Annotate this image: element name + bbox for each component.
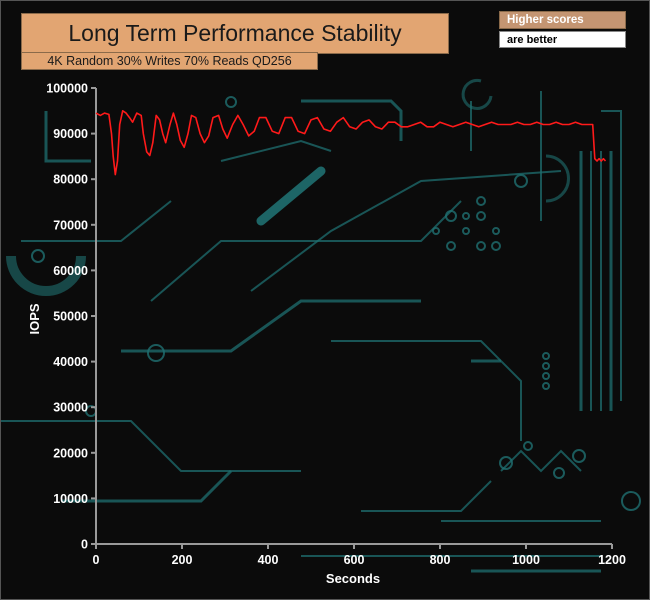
circuit-node — [499, 456, 513, 470]
circuit-trace — [61, 469, 233, 503]
y-tick-label: 50000 — [53, 310, 88, 324]
circuit-trace — [500, 449, 582, 473]
circuit-trace — [250, 170, 562, 292]
circuit-node — [462, 227, 470, 235]
axes — [95, 88, 612, 545]
circuit-node — [446, 241, 456, 251]
x-tick-label: 400 — [258, 553, 279, 567]
circuit-node — [147, 344, 165, 362]
circuit-trace — [361, 480, 492, 512]
circuit-node — [621, 491, 641, 511]
circuit-node — [492, 227, 500, 235]
higher-scores-note: Higher scores — [499, 11, 626, 29]
chart-subtitle: 4K Random 30% Writes 70% Reads QD256 — [21, 52, 318, 70]
circuit-node — [523, 441, 533, 451]
x-axis-ticks: 0 200 400 600 800 1000 1200 — [93, 544, 626, 567]
circuit-trace — [256, 166, 326, 226]
circuit-node — [514, 174, 528, 188]
x-axis-label: Seconds — [326, 571, 380, 586]
circuit-trace — [21, 200, 172, 242]
circuit-trace — [44, 111, 91, 163]
circuit-node — [31, 249, 45, 263]
x-tick-label: 600 — [344, 553, 365, 567]
circuit-trace — [220, 139, 332, 162]
circuit-node — [542, 362, 550, 370]
series-layer — [95, 110, 607, 176]
y-tick-label: 70000 — [53, 218, 88, 232]
y-axis-ticks: 0 10000 20000 30000 40000 50000 60000 70000 8000… — [46, 82, 96, 552]
circuit-arc — [461, 78, 493, 110]
circuit-node — [476, 241, 486, 251]
y-tick-label: 20000 — [53, 446, 88, 460]
circuit-node — [432, 227, 440, 235]
x-tick-label: 1200 — [598, 553, 626, 567]
y-tick-label: 60000 — [53, 264, 88, 278]
circuit-trace — [121, 299, 421, 353]
circuit-trace — [301, 99, 403, 141]
y-tick-label: 100000 — [46, 82, 88, 96]
circuit-trace — [331, 340, 522, 441]
circuit-node — [476, 196, 486, 206]
y-tick-label: 90000 — [53, 127, 88, 141]
circuit-arc — [545, 154, 570, 203]
y-tick-label: 30000 — [53, 401, 88, 415]
series-line — [95, 110, 607, 176]
x-tick-label: 1000 — [512, 553, 540, 567]
circuit-node — [476, 211, 486, 221]
circuit-node — [445, 210, 457, 222]
circuit-node — [553, 467, 565, 479]
circuit-trace — [150, 200, 462, 302]
x-tick-label: 200 — [172, 553, 193, 567]
circuit-node — [462, 212, 470, 220]
circuit-node — [542, 372, 550, 380]
y-tick-label: 80000 — [53, 173, 88, 187]
y-tick-label: 0 — [81, 538, 88, 552]
y-tick-label: 40000 — [53, 355, 88, 369]
y-axis-label: IOPS — [27, 303, 42, 334]
x-tick-label: 800 — [430, 553, 451, 567]
circuit-trace — [601, 110, 622, 401]
circuit-node — [542, 352, 550, 360]
circuit-trace — [1, 420, 301, 472]
x-tick-label: 0 — [93, 553, 100, 567]
circuit-node — [572, 449, 586, 463]
circuit-node — [491, 241, 501, 251]
are-better-note: are better — [499, 31, 626, 48]
y-tick-label: 10000 — [53, 492, 88, 506]
circuit-background — [1, 78, 641, 573]
circuit-node — [225, 96, 237, 108]
chart-title: Long Term Performance Stability — [21, 13, 449, 54]
circuit-arc — [6, 255, 86, 296]
circuit-node — [542, 382, 550, 390]
